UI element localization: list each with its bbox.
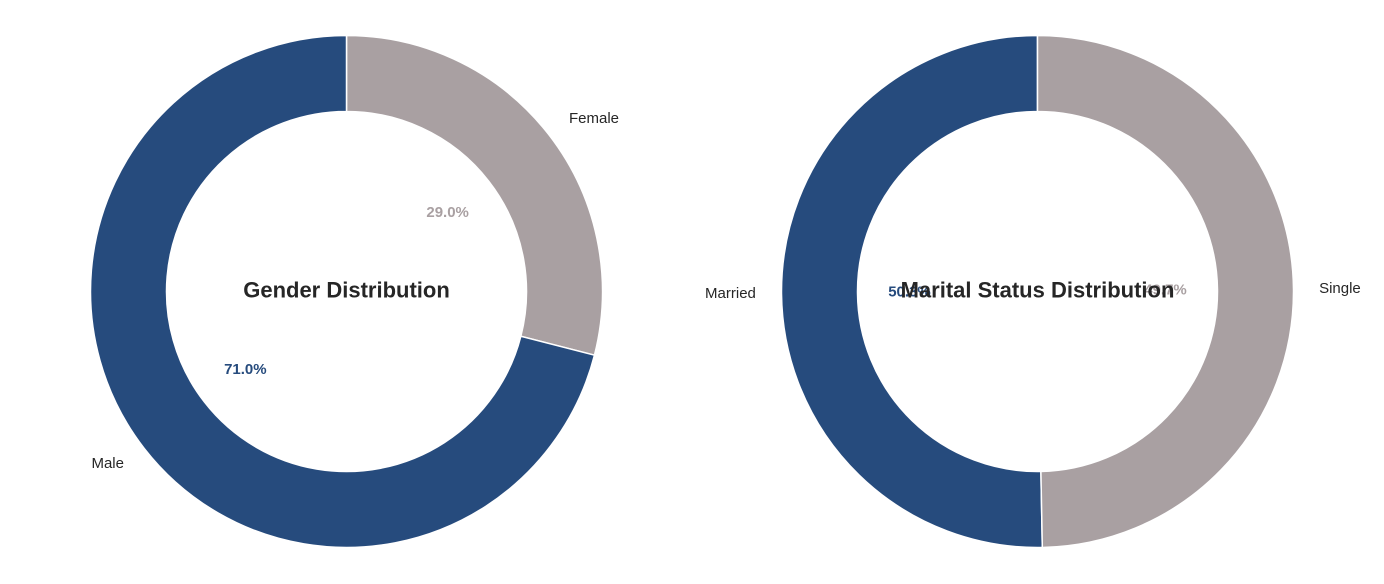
marital-status-donut-chart: Married 50.3% Single 49.7%Marital Status Di… — [705, 34, 1361, 549]
slice-label-single: Single — [1319, 280, 1361, 297]
slice-female — [345, 34, 604, 357]
slice-married — [780, 34, 1044, 549]
chart-title: Gender Distribution — [243, 277, 450, 302]
chart-title: Marital Status Distribution — [901, 277, 1175, 302]
pct-label-male: 71.0% — [224, 361, 267, 378]
slice-label-married: Married — [705, 285, 756, 302]
slice-male — [89, 34, 596, 549]
pct-label-female: 29.0% — [426, 204, 469, 221]
slice-single — [1036, 34, 1295, 549]
pct-label-single: 49.7% — [1144, 281, 1187, 298]
pct-label-married: 50.3% — [888, 284, 931, 301]
gender-donut-chart: Female 29.0% Male 71.0% Gender Distribution — [89, 34, 619, 549]
slice-label-female: Female — [569, 110, 619, 127]
slice-label-male: Male — [91, 455, 124, 472]
